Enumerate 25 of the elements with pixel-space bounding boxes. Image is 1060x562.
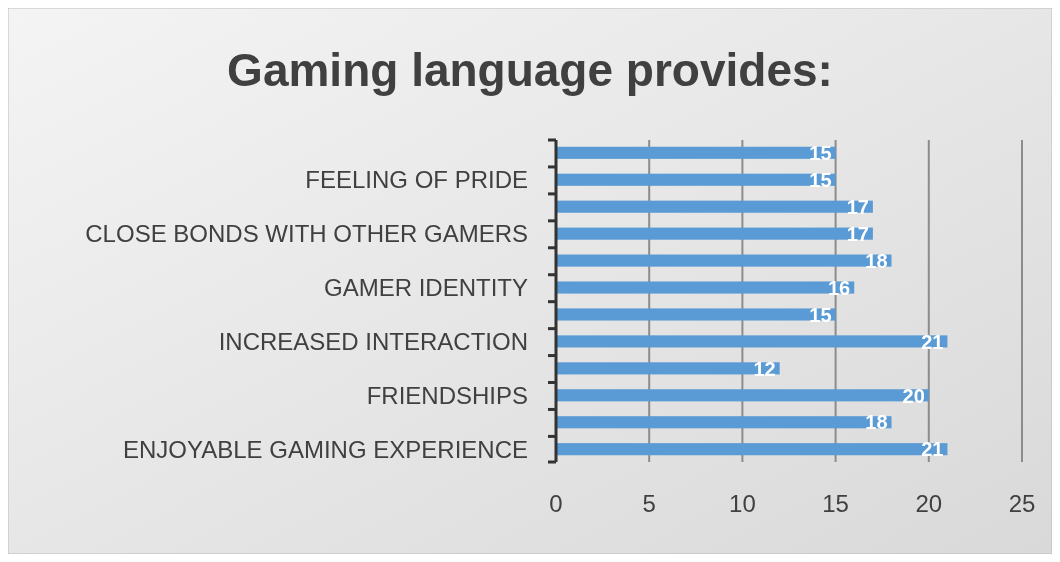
x-tick-label: 0 [549,490,563,517]
x-tick-label: 10 [729,490,756,517]
y-tick-label: CLOSE BONDS WITH OTHER GAMERS [85,220,528,248]
data-label: 15 [809,168,832,191]
data-label: 17 [846,195,869,218]
data-label: 12 [753,357,776,380]
x-tick-label: 25 [1008,490,1036,517]
x-tick-label: 15 [822,490,849,517]
data-label: 15 [809,303,832,326]
data-label: 17 [846,222,869,245]
y-tick-label: FRIENDSHIPS [366,381,528,409]
data-label: 18 [865,249,888,272]
y-tick-label: FEELING OF PRIDE [305,166,528,194]
data-label: 21 [921,330,944,353]
data-label: 20 [902,384,925,407]
data-label: 21 [921,438,944,461]
chart-title: Gaming language provides: [227,44,833,96]
x-tick-label: 20 [915,490,943,517]
y-tick-label: ENJOYABLE GAMING EXPERIENCE [123,435,528,463]
y-tick-label: INCREASED INTERACTION [218,328,528,356]
y-tick-label: GAMER IDENTITY [323,274,528,302]
data-label: 15 [809,142,832,164]
data-label: 16 [827,276,851,299]
x-tick-label: 5 [642,490,656,517]
data-label: 18 [865,411,888,434]
